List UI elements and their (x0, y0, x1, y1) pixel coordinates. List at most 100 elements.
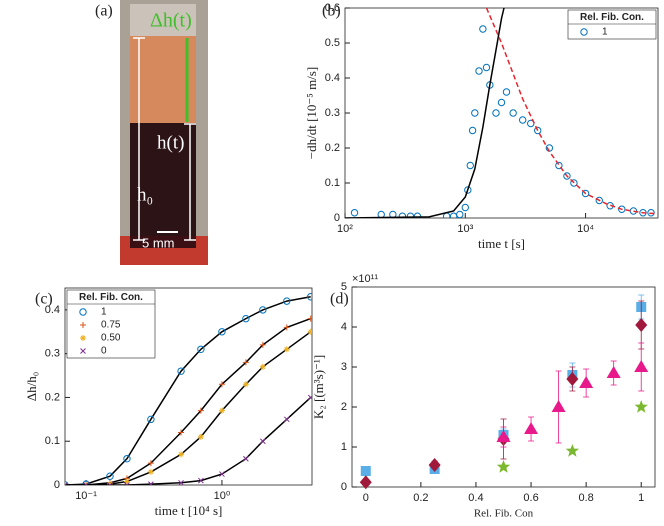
marker (124, 482, 130, 485)
marker (359, 475, 372, 490)
x-tick-label: 1 (638, 492, 644, 504)
marker (377, 210, 385, 218)
marker (518, 116, 527, 124)
marker (147, 468, 154, 475)
marker (197, 433, 204, 440)
panel-label: (a) (95, 3, 113, 20)
marker (579, 376, 594, 388)
x-tick-label: 0.8 (578, 492, 593, 504)
marker (243, 455, 249, 462)
x-tick-label: 10³ (457, 223, 473, 235)
y-tick-label: 0.5 (325, 37, 340, 49)
y-tick-label: 0.2 (325, 142, 340, 154)
marker (635, 318, 648, 332)
marker (496, 460, 511, 473)
x-tick-label: 0.6 (523, 492, 538, 504)
series-line (65, 396, 312, 485)
marker (497, 98, 506, 107)
marker (147, 460, 154, 467)
plot-area (65, 293, 312, 485)
y-tick-label: 3 (341, 361, 347, 373)
x-tick-label: 10⁰ (214, 490, 231, 502)
marker (551, 400, 566, 412)
marker (259, 341, 266, 348)
y-tick-label: 1 (341, 441, 347, 453)
panel-label: (c) (35, 291, 53, 308)
y-tick-label: 4 (341, 321, 347, 333)
legend-label: 1 (602, 27, 608, 38)
series-line (345, 8, 505, 218)
marker (197, 345, 205, 353)
marker (647, 209, 655, 217)
marker (413, 212, 422, 218)
marker (563, 172, 571, 180)
axes-box (344, 7, 659, 219)
y-tick-label: 0.3 (325, 107, 340, 119)
marker (492, 109, 500, 117)
x-axis-label: time t [s] (478, 236, 525, 251)
panel: (d) 0 0.2 0.4 0.6 0.8 1 0 1 2 3 4 5 Rel. Fib. Con K₂ [… (311, 273, 656, 520)
marker (442, 212, 451, 218)
marker (178, 451, 185, 458)
marker (307, 328, 312, 335)
x-tick-label: 0 (363, 492, 369, 504)
y-tick-label: 0.2 (45, 391, 60, 403)
annotation: 5 mm (142, 235, 175, 250)
marker (350, 209, 359, 217)
legend-label: 0.75 (101, 320, 121, 331)
panel-label: (d) (330, 291, 349, 308)
marker (360, 466, 371, 476)
marker (148, 481, 154, 485)
marker (178, 429, 185, 436)
legend-marker (580, 28, 588, 36)
marker (555, 161, 563, 170)
blood-layer (130, 123, 196, 243)
marker (283, 346, 290, 353)
marker (475, 67, 483, 75)
marker (471, 109, 479, 117)
legend-marker (80, 335, 86, 341)
marker (479, 25, 487, 33)
marker (177, 367, 185, 375)
marker (509, 109, 517, 117)
marker (634, 400, 648, 413)
marker (406, 212, 415, 218)
marker (218, 381, 225, 388)
marker (147, 415, 155, 424)
panel: (b) 10² 10³ 10⁴ 0 0.1 0.2 0.3 0.4 0.5 0.6 time t [s… (304, 2, 659, 251)
marker (307, 394, 312, 401)
marker (618, 205, 626, 213)
y-axis-label: K₂ [(m³s)⁻¹] (311, 355, 326, 419)
y-tick-label: 0 (54, 479, 60, 491)
x-tick-label: 0.2 (413, 492, 428, 504)
marker (218, 407, 225, 414)
marker (197, 407, 204, 414)
legend-box (66, 289, 156, 359)
marker (565, 444, 579, 457)
tube-bottom (130, 236, 196, 248)
marker (283, 297, 291, 305)
marker (496, 430, 511, 442)
panel: (c) 10⁻¹ 10⁰ 0 0.1 0.2 0.3 0.4 time t [10⁴ s] Δh/… (24, 287, 313, 518)
marker (428, 458, 441, 472)
marker (107, 482, 113, 485)
legend-label: 0.50 (101, 333, 121, 344)
marker (570, 179, 578, 187)
marker (482, 63, 491, 72)
marker (242, 314, 250, 323)
legend-title: Rel. Fib. Con. (580, 12, 644, 23)
marker (218, 328, 226, 336)
marker (466, 161, 474, 170)
marker (307, 315, 312, 322)
x-tick-label: 10⁻¹ (75, 490, 97, 502)
photo: (a) Δh(t) h(t) h₀ 5 mm (95, 0, 208, 265)
marker (566, 372, 579, 386)
marker (219, 471, 225, 477)
marker (106, 481, 113, 485)
series-line (65, 317, 311, 485)
y-tick-label: 0 (334, 212, 340, 224)
y-tick-label: 5 (341, 281, 347, 293)
marker (123, 455, 131, 463)
x-tick-label: 0.4 (468, 492, 483, 504)
series-line (65, 296, 311, 485)
